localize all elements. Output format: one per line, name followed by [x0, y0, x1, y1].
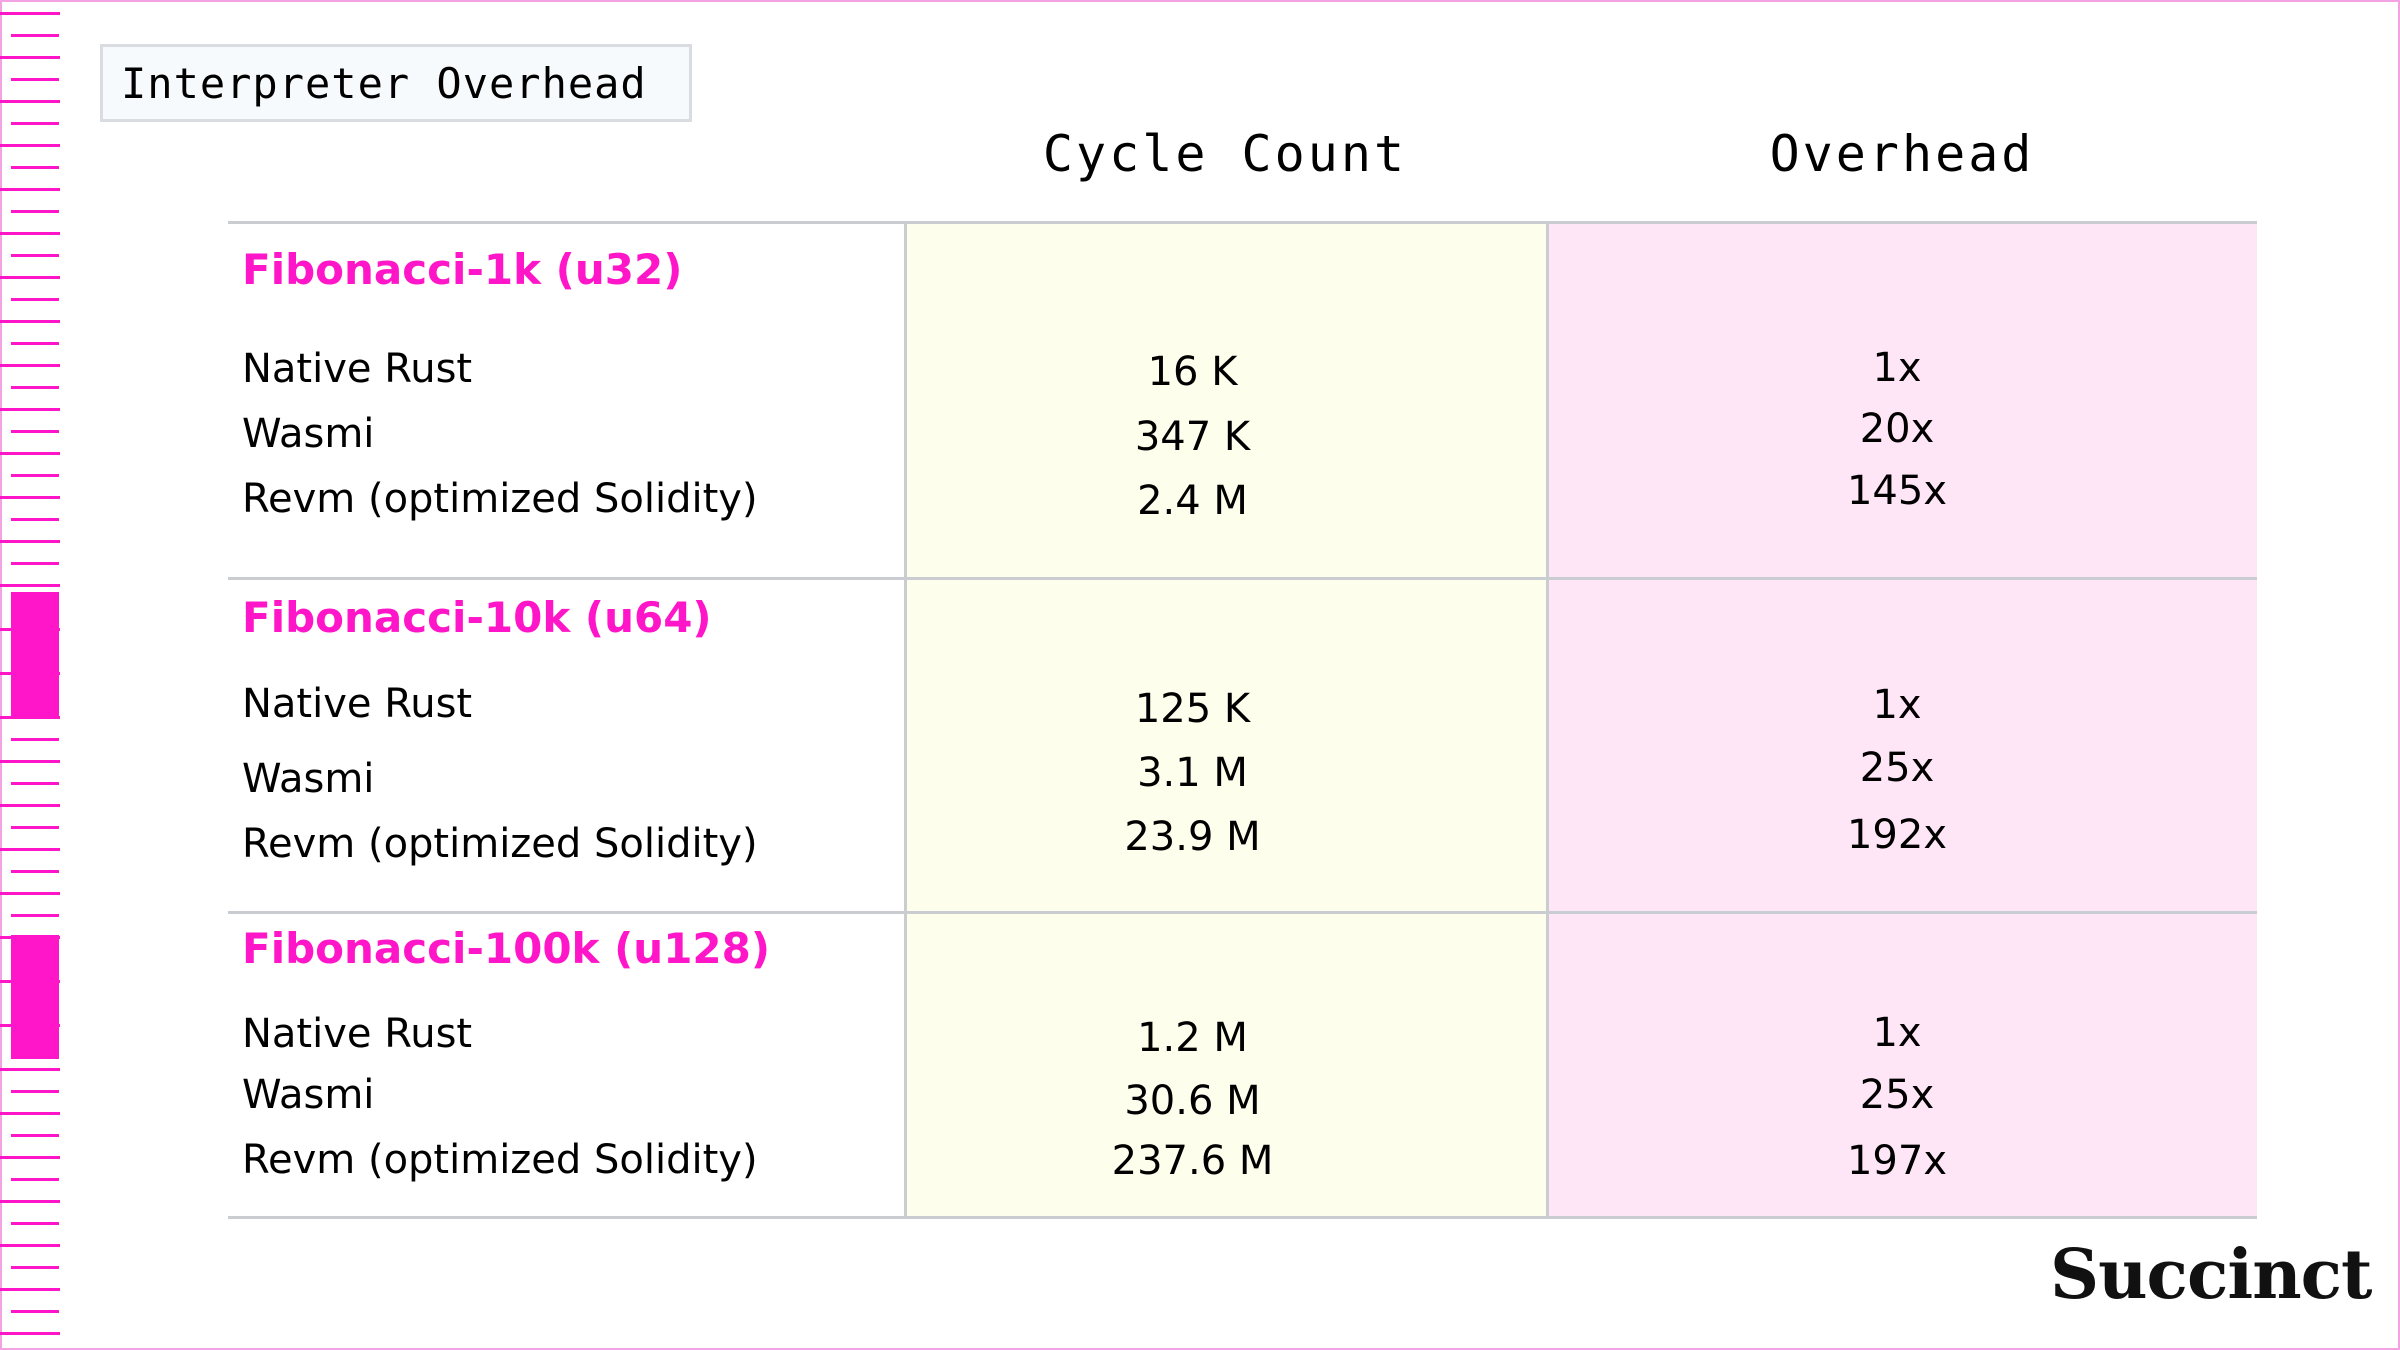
- slide-title: Interpreter Overhead: [100, 44, 692, 122]
- cycle-count-value: 125 K: [1134, 686, 1251, 732]
- ruler-tick: [11, 1178, 59, 1181]
- overhead-value: 1x: [1872, 682, 1922, 728]
- column-header-cycle-count: Cycle Count: [1042, 125, 1408, 183]
- ruler-tick: [0, 760, 60, 763]
- ruler-tick: [0, 144, 60, 147]
- cycle-count-value: 347 K: [1134, 414, 1251, 460]
- group-title: Fibonacci-10k (u64): [242, 593, 712, 642]
- table-divider: [228, 1216, 2257, 1219]
- ruler-tick: [11, 870, 59, 873]
- table-divider: [228, 221, 2257, 224]
- ruler-tick: [0, 408, 60, 411]
- succinct-logo: Succinct: [2050, 1235, 2372, 1315]
- cycle-count-value: 30.6 M: [1124, 1078, 1261, 1124]
- row-label: Wasmi: [242, 1072, 375, 1118]
- ruler-tick: [11, 1310, 59, 1313]
- ruler-tick: [11, 1090, 59, 1093]
- overhead-value: 197x: [1846, 1138, 1948, 1184]
- ruler-tick: [11, 254, 59, 257]
- cycle-count-value: 237.6 M: [1111, 1138, 1274, 1184]
- row-label: Revm (optimized Solidity): [242, 476, 758, 522]
- ruler-tick: [0, 1332, 60, 1335]
- side-ruler-decoration: [0, 0, 70, 1350]
- ruler-tick: [11, 1266, 59, 1269]
- ruler-tick: [11, 1134, 59, 1137]
- row-label: Native Rust: [242, 681, 473, 727]
- ruler-tick: [0, 1156, 60, 1159]
- ruler-tick: [0, 188, 60, 191]
- ruler-tick: [0, 496, 60, 499]
- cycle-count-value: 3.1 M: [1137, 750, 1248, 796]
- overhead-value: 1x: [1872, 1010, 1922, 1056]
- ruler-tick: [0, 540, 60, 543]
- ruler-tick: [0, 1288, 60, 1291]
- ruler-tick: [0, 12, 60, 15]
- column-header-overhead: Overhead: [1769, 125, 2035, 183]
- cycle-count-value: 16 K: [1147, 349, 1238, 395]
- ruler-tick: [11, 782, 59, 785]
- cycle-count-value: 2.4 M: [1137, 478, 1248, 524]
- row-label: Native Rust: [242, 1011, 473, 1057]
- ruler-tick: [0, 892, 60, 895]
- table-divider: [228, 577, 2257, 580]
- overhead-value: 25x: [1859, 1072, 1935, 1118]
- ruler-tick: [0, 1200, 60, 1203]
- ruler-tick: [11, 562, 59, 565]
- ruler-tick: [0, 364, 60, 367]
- ruler-tick: [0, 452, 60, 455]
- overhead-column-background: [1547, 222, 2257, 1217]
- ruler-tick: [0, 276, 60, 279]
- cycle-count-value: 23.9 M: [1124, 814, 1261, 860]
- ruler-tick: [11, 122, 59, 125]
- ruler-tick: [0, 1112, 60, 1115]
- ruler-tick: [0, 100, 60, 103]
- ruler-tick: [11, 166, 59, 169]
- overhead-value: 192x: [1846, 812, 1948, 858]
- ruler-tick: [0, 804, 60, 807]
- ruler-tick: [11, 430, 59, 433]
- overhead-value: 25x: [1859, 745, 1935, 791]
- ruler-tick: [11, 386, 59, 389]
- ruler-tick: [11, 914, 59, 917]
- row-label: Wasmi: [242, 411, 375, 457]
- ruler-tick: [0, 716, 60, 719]
- ruler-tick: [11, 78, 59, 81]
- ruler-tick: [0, 1068, 60, 1071]
- group-title: Fibonacci-1k (u32): [242, 245, 683, 294]
- overhead-value: 145x: [1846, 468, 1948, 514]
- row-label: Native Rust: [242, 346, 473, 392]
- ruler-tick: [0, 320, 60, 323]
- row-label: Wasmi: [242, 756, 375, 802]
- overhead-value: 20x: [1859, 406, 1935, 452]
- cycle-count-column-background: [905, 222, 1547, 1217]
- column-divider: [1546, 222, 1549, 1217]
- cycle-count-value: 1.2 M: [1137, 1015, 1248, 1061]
- ruler-block: [11, 592, 59, 716]
- ruler-tick: [0, 848, 60, 851]
- ruler-tick: [11, 210, 59, 213]
- ruler-tick: [11, 826, 59, 829]
- ruler-tick: [11, 1222, 59, 1225]
- row-label: Revm (optimized Solidity): [242, 1137, 758, 1183]
- group-title: Fibonacci-100k (u128): [242, 924, 771, 973]
- ruler-block: [11, 935, 59, 1059]
- ruler-tick: [0, 232, 60, 235]
- ruler-tick: [11, 34, 59, 37]
- ruler-tick: [11, 518, 59, 521]
- ruler-tick: [11, 474, 59, 477]
- overhead-value: 1x: [1872, 345, 1922, 391]
- ruler-tick: [0, 584, 60, 587]
- ruler-tick: [0, 1244, 60, 1247]
- ruler-tick: [11, 298, 59, 301]
- ruler-tick: [0, 56, 60, 59]
- row-label: Revm (optimized Solidity): [242, 821, 758, 867]
- table-divider: [228, 911, 2257, 914]
- column-divider: [904, 222, 907, 1217]
- ruler-tick: [11, 342, 59, 345]
- ruler-tick: [11, 738, 59, 741]
